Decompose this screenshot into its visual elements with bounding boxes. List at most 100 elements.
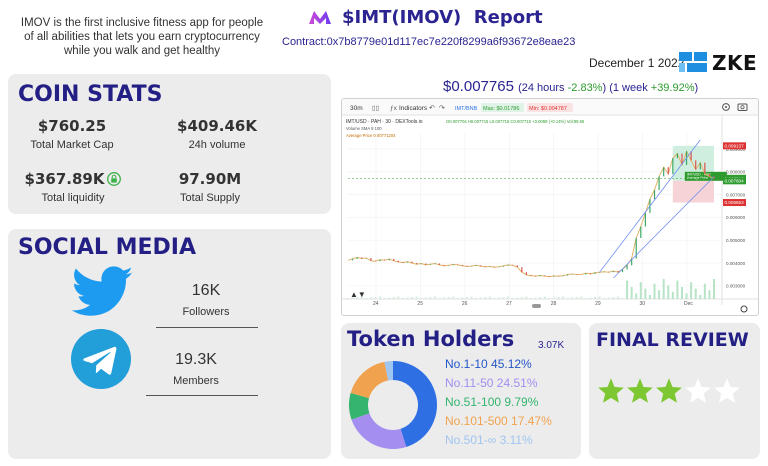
x-tick-label: 25 bbox=[417, 301, 423, 307]
volume-bar bbox=[497, 297, 500, 299]
volume-bar bbox=[703, 283, 706, 299]
volume-bar bbox=[589, 297, 592, 299]
volume-bar bbox=[397, 296, 400, 299]
star-filled-icon bbox=[598, 378, 624, 403]
token-holders-total: 3.07K bbox=[538, 340, 565, 351]
twitter-followers-label: Followers bbox=[182, 306, 230, 318]
volume-bar bbox=[699, 295, 702, 299]
intro-line-3: while you walk and get healthy bbox=[64, 45, 220, 57]
holders-legend-item: No.101-500 17.47% bbox=[445, 414, 552, 428]
volume-bar bbox=[548, 298, 551, 299]
y-tick-label: 0.003000 bbox=[726, 284, 746, 289]
price-tag-label: 0.009137 bbox=[725, 144, 745, 149]
volume-bar bbox=[676, 280, 679, 299]
trend-channel bbox=[599, 139, 715, 279]
volume-bar bbox=[461, 297, 464, 299]
volume-bar bbox=[433, 296, 436, 299]
volume-bar bbox=[383, 298, 386, 299]
x-tick-label: Dec bbox=[684, 301, 693, 307]
volume-bar bbox=[401, 298, 404, 299]
price-week-prefix: ) (1 week bbox=[602, 82, 651, 94]
redo-icon[interactable]: ↷ bbox=[439, 105, 445, 112]
volume-bar bbox=[566, 298, 569, 299]
supply-value: 97.90M bbox=[178, 170, 242, 188]
indicators-icon[interactable]: ƒx bbox=[390, 105, 398, 112]
volume-bar bbox=[475, 298, 478, 299]
rating-stars bbox=[597, 377, 741, 404]
volume-bar bbox=[653, 283, 656, 299]
camera-icon[interactable] bbox=[737, 103, 748, 111]
volume-bar bbox=[424, 297, 427, 299]
volume-bar bbox=[552, 297, 555, 299]
volume-value: $409.46K bbox=[177, 117, 257, 135]
reset-chart-icon[interactable] bbox=[740, 305, 748, 313]
token-holders-panel: Token Holders 3.07K No.1-10 45.12% No.11-… bbox=[341, 323, 581, 459]
indicators-button[interactable]: Indicators bbox=[399, 105, 428, 112]
volume-label: 24h volume bbox=[188, 139, 246, 151]
volume-bar bbox=[630, 287, 633, 299]
telegram-members-label: Members bbox=[173, 375, 219, 387]
volume-bar bbox=[525, 296, 528, 299]
market-cap-label: Total Market Cap bbox=[30, 139, 114, 151]
loss-zone bbox=[672, 180, 714, 203]
donut-slice bbox=[349, 392, 370, 420]
volume-bar bbox=[557, 297, 560, 299]
volume-bar bbox=[511, 298, 514, 299]
candle-type-icon[interactable]: ▯▯ bbox=[372, 105, 380, 112]
price-line-series bbox=[347, 149, 715, 278]
intro-line-1: IMOV is the first inclusive fitness app … bbox=[20, 17, 264, 29]
volume-bar bbox=[530, 298, 532, 299]
volume-bars bbox=[347, 279, 715, 299]
twitter-followers-count: 16K bbox=[191, 282, 221, 299]
y-tick-label: 0.008000 bbox=[726, 170, 746, 175]
volume-bar bbox=[479, 297, 482, 299]
volume-bar bbox=[484, 297, 487, 299]
liquidity-value: $367.89K bbox=[24, 170, 105, 188]
token-holders-heading: Token Holders bbox=[347, 327, 515, 351]
twitter-divider bbox=[156, 327, 258, 328]
volume-bar bbox=[488, 296, 491, 299]
x-tick-label: 26 bbox=[462, 301, 468, 307]
telegram-icon[interactable] bbox=[70, 328, 132, 390]
volume-bar bbox=[594, 297, 597, 299]
volume-bar bbox=[635, 293, 638, 299]
supply-label: Total Supply bbox=[180, 192, 240, 204]
price-day-prefix: (24 hours bbox=[518, 82, 568, 94]
telegram-members-count: 19.3K bbox=[175, 351, 217, 368]
x-tick-label: 28 bbox=[551, 301, 557, 307]
intro-line-2: of all abilities that lets you earn cryp… bbox=[24, 31, 260, 43]
position-box-label: IMT/USD · PAH bbox=[687, 172, 711, 176]
holders-legend-item: No.11-50 24.51% bbox=[445, 376, 538, 390]
volume-bar bbox=[644, 288, 647, 299]
pair-toggle[interactable]: IMT/BNB bbox=[455, 106, 478, 112]
undo-icon[interactable]: ↶ bbox=[429, 105, 435, 112]
star-empty-icon bbox=[685, 378, 711, 403]
price-day-change: -2.83% bbox=[567, 82, 603, 94]
volume-bar bbox=[607, 297, 610, 299]
volume-stat: $409.46K 24h volume bbox=[158, 117, 276, 151]
chart-symbol-title: IMT/USD · PAH · 30 · DEXTools.io bbox=[346, 119, 423, 125]
price-series bbox=[347, 149, 722, 278]
scroll-handle[interactable] bbox=[532, 304, 541, 308]
zke-logo-icon bbox=[679, 52, 707, 72]
zke-logo: ZKE bbox=[679, 51, 757, 75]
volume-bar bbox=[648, 295, 651, 299]
donut-slice bbox=[384, 361, 393, 381]
price-chart-widget: 30m ▯▯ ƒx Indicators ↶ ↷ IMT/BNB Max: $0… bbox=[341, 98, 759, 316]
volume-bar bbox=[415, 296, 418, 299]
price-summary: $0.007765 (24 hours -2.83%) (1 week +39.… bbox=[443, 78, 698, 95]
twitter-icon[interactable] bbox=[72, 266, 134, 318]
volume-bar bbox=[374, 297, 377, 299]
volume-bar bbox=[369, 297, 372, 299]
price-tag-label: 0.006653 bbox=[725, 200, 745, 205]
report-title: $IMT(IMOV) Report bbox=[308, 6, 543, 28]
intro-text: IMOV is the first inclusive fitness app … bbox=[8, 16, 276, 58]
interval-button[interactable]: 30m bbox=[350, 105, 363, 112]
price-tag-label: 0.007604 bbox=[725, 179, 745, 184]
social-media-heading: SOCIAL MEDIA bbox=[18, 235, 196, 260]
volume-bar bbox=[429, 297, 432, 299]
settings-icon[interactable] bbox=[722, 103, 730, 111]
volume-bar bbox=[420, 298, 423, 299]
star-empty-icon bbox=[714, 378, 740, 403]
x-tick-label: 30 bbox=[640, 301, 646, 307]
